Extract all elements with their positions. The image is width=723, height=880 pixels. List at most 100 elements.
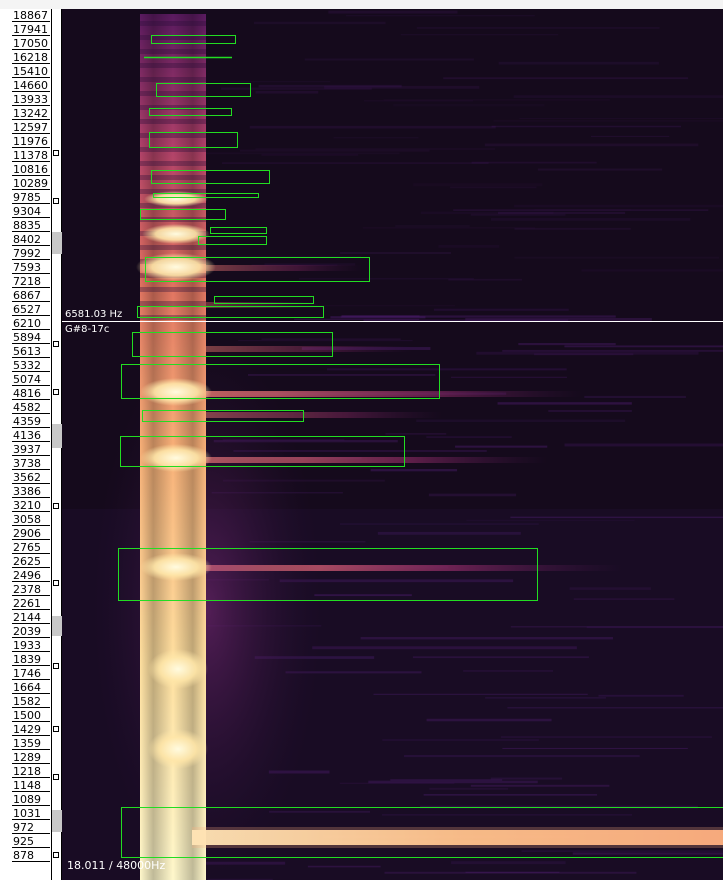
noise-streak [423,793,598,796]
noise-streak [385,433,447,435]
noise-streak [502,349,723,352]
column-gap [140,91,206,96]
ruler-tick [12,203,50,204]
ruler-tick [12,707,50,708]
ruler-tick [12,511,50,512]
selection-box [151,35,236,44]
noise-streak [416,27,660,29]
ruler-label: 3058 [13,513,41,526]
noise-streak [340,523,539,526]
noise-streak [537,168,663,171]
noise-streak [586,626,723,629]
ruler-label: 1429 [13,723,41,736]
noise-streak [340,252,451,255]
noise-streak [471,161,597,164]
noise-streak [491,125,682,128]
ruler-label: 10289 [13,177,48,190]
noise-streak [463,669,554,672]
ruler-label: 11378 [13,149,48,162]
noise-streak [548,410,632,412]
noise-streak [490,218,691,221]
spectrogram-canvas[interactable]: 6581.03 Hz G#8-17c 18.011 / 48000Hz [62,9,723,880]
noise-streak [450,186,537,189]
ruler-label: 1031 [13,807,41,820]
ruler-tick [12,399,50,400]
bright-blob [148,649,208,689]
piano-key-marker[interactable] [53,341,59,347]
ruler-tick [12,49,50,50]
ruler-label: 12597 [13,121,48,134]
column-gap [140,105,206,110]
piano-key-marker[interactable] [53,774,59,780]
ruler-tick [12,63,50,64]
noise-streak [239,149,430,152]
noise-streak [433,308,569,311]
ruler-label: 1359 [13,737,41,750]
ruler-tick [12,441,50,442]
noise-streak [500,736,712,738]
ruler-tick [12,217,50,218]
ruler-label: 4136 [13,429,41,442]
piano-key-marker[interactable] [53,663,59,669]
ruler-tick [12,777,50,778]
piano-key-marker[interactable] [53,580,59,586]
noise-streak [261,338,401,340]
ruler-label: 2496 [13,569,41,582]
column-gap [140,245,206,250]
ruler-label: 1089 [13,793,41,806]
ruler-label: 972 [13,821,34,834]
ruler-tick [12,791,50,792]
noise-streak [258,84,402,88]
ruler-tick [12,833,50,834]
noise-streak [465,871,560,874]
noise-streak [314,594,412,597]
piano-key-marker[interactable] [53,389,59,395]
noise-streak [443,77,689,80]
ruler-tick [12,77,50,78]
ruler-label: 1839 [13,653,41,666]
noise-streak [426,718,552,722]
noise-streak [247,374,436,376]
piano-key-marker[interactable] [53,198,59,204]
bright-blobs [136,191,216,769]
ruler-tick [12,721,50,722]
piano-key-marker[interactable] [53,503,59,509]
noise-streak [485,697,606,699]
piano-key-marker[interactable] [53,150,59,156]
ruler-tick [12,539,50,540]
selection-box [132,332,333,357]
noise-streak [370,469,458,472]
frequency-ruler[interactable]: 18867 17941 17050 16218 15410 14660 13933 13242… [0,9,62,880]
noise-streak [534,353,634,356]
piano-key-octave[interactable] [52,232,62,254]
noise-streak [362,227,536,229]
ruler-label: 4816 [13,387,41,400]
piano-key-octave[interactable] [52,810,62,832]
selection-box [145,257,370,282]
piano-key-marker[interactable] [53,852,59,858]
piano-key-octave[interactable] [52,616,62,636]
ruler-label: 2261 [13,597,41,610]
noise-streak [438,244,500,248]
ruler-tick [12,763,50,764]
noise-streak [416,419,626,423]
noise-streak [466,519,635,521]
piano-key-octave[interactable] [52,424,62,448]
ruler-label: 7992 [13,247,41,260]
ruler-label: 18867 [13,9,48,22]
ruler-tick [12,595,50,596]
ruler-label: 1218 [13,765,41,778]
noise-streak [390,779,503,781]
ruler-label: 10816 [13,163,48,176]
piano-key-marker[interactable] [53,726,59,732]
ruler-label: 1664 [13,681,41,694]
noise-streak [573,598,675,600]
ruler-label: 4582 [13,401,41,414]
ruler-tick [12,119,50,120]
ruler-label: 2765 [13,541,41,554]
ruler-label: 7218 [13,275,41,288]
ruler-label: 5332 [13,359,41,372]
noise-streak [255,148,496,150]
noise-streak [299,278,474,280]
